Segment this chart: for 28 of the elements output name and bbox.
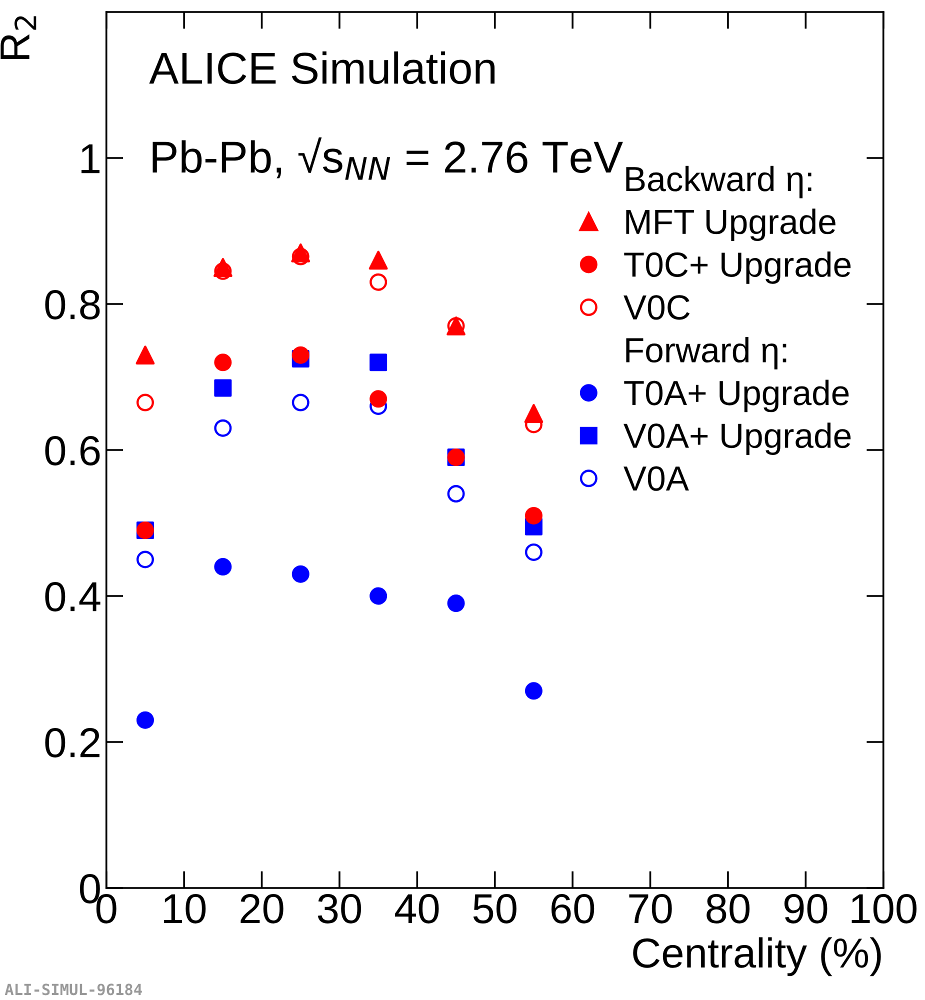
x-axis-title: Centrality (%) [633, 937, 881, 976]
legend-label: MFT Upgrade [626, 208, 836, 242]
legend-label: T0A+ Upgrade [624, 380, 849, 412]
x-tick-label: 40 [394, 894, 439, 924]
legend-label: V0A+ Upgrade [624, 422, 851, 455]
x-tick-label: 100 [852, 894, 917, 924]
y-axis-title: R$_{2}$ [0, 16, 36, 59]
text: ALI-SIMUL-96184 [4, 984, 142, 996]
legend-label: T0C+ Upgrade [624, 251, 851, 284]
annotation: Backward η: [626, 166, 812, 198]
x-tick-label: 50 [473, 894, 516, 924]
x-tick-label: 30 [318, 894, 362, 924]
x-tick-label: 70 [629, 894, 672, 924]
y-tick-label: 0.8 [45, 290, 100, 320]
x-tick-label: 10 [164, 894, 206, 924]
x-tick-label: 60 [552, 894, 594, 924]
y-tick-label: 1 [82, 144, 100, 174]
text: Pb-Pb, √s$_{NN}$ = 2.76 TeV [152, 137, 623, 180]
y-tick-label: 0.2 [45, 728, 100, 758]
annotation: Forward η: [626, 337, 786, 370]
x-tick-label: 20 [240, 894, 284, 924]
legend-label: V0C [624, 295, 690, 320]
legend-label: V0A [624, 466, 689, 491]
y-tick-label: 0.4 [45, 582, 100, 612]
x-tick-label: 80 [706, 894, 750, 924]
text: ALICE Simulation [149, 51, 495, 84]
y-tick-label: 0.6 [45, 436, 100, 466]
x-tick-label: 90 [784, 894, 828, 924]
